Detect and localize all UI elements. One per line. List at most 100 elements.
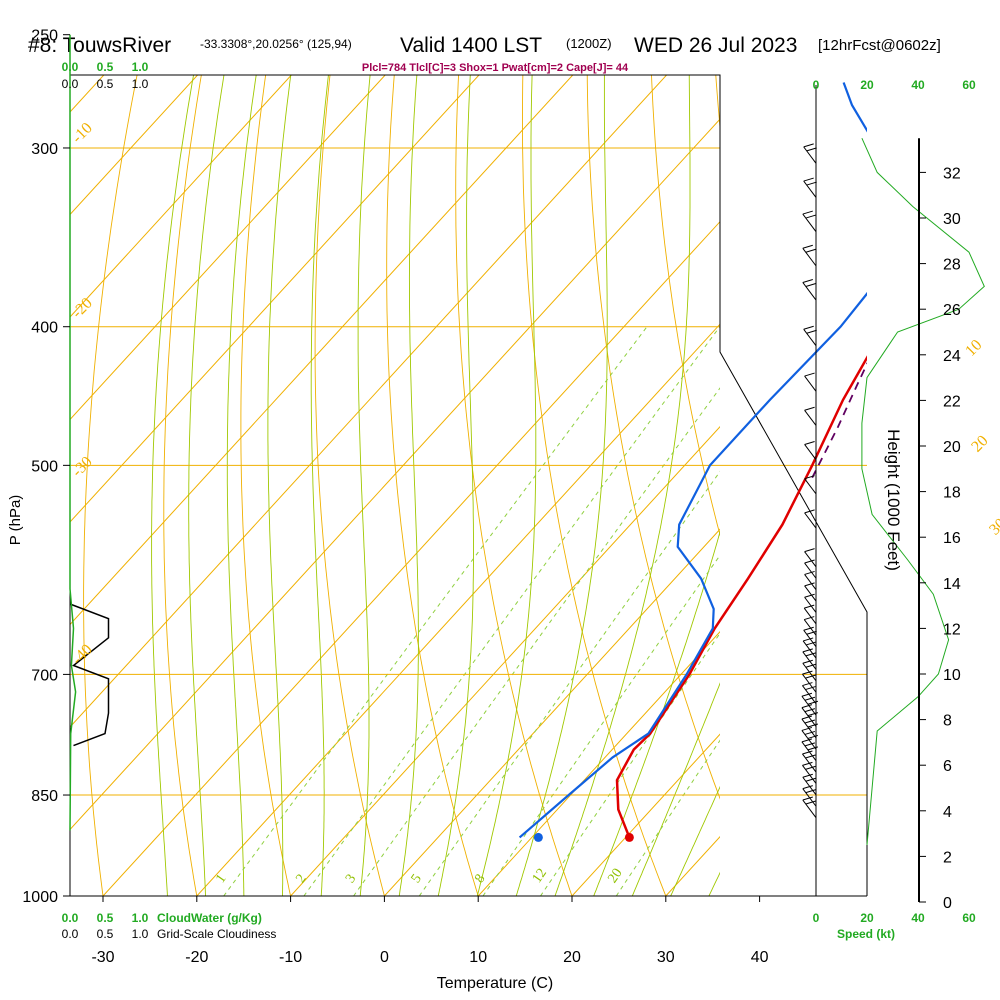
pressure-tick-label: 1000 bbox=[22, 889, 58, 906]
speed-tick-top: 20 bbox=[860, 78, 874, 92]
wind-barb-flag bbox=[804, 509, 815, 514]
moist-adiabat bbox=[151, 75, 195, 896]
x-axis-title: Temperature (C) bbox=[437, 975, 553, 992]
height-tick-label: 22 bbox=[943, 393, 961, 410]
wind-barb-staff bbox=[804, 444, 817, 460]
wind-barb-flag bbox=[802, 682, 813, 687]
height-tick-label: 2 bbox=[943, 849, 952, 866]
wind-barb bbox=[804, 509, 817, 529]
wind-barb-flag bbox=[805, 754, 816, 759]
dry-adiabat bbox=[586, 75, 720, 800]
moist-adiabat bbox=[670, 785, 720, 896]
wind-barb-flag bbox=[804, 708, 816, 713]
wind-barb-staff bbox=[803, 328, 817, 346]
temp-tick-label: 40 bbox=[751, 949, 769, 966]
mixing-ratio-line bbox=[353, 387, 720, 896]
temp-tick-label: -30 bbox=[91, 949, 114, 966]
wind-barb bbox=[804, 570, 817, 590]
axes: 0102030-10-20-30-40100085070050040030025… bbox=[22, 28, 1000, 966]
temp-tick-label: -20 bbox=[185, 949, 208, 966]
mixing-ratio-line bbox=[482, 554, 720, 896]
valid-time: Valid 1400 LST bbox=[400, 34, 542, 57]
cloudwater-curve bbox=[69, 34, 77, 831]
height-tick-label: 0 bbox=[943, 895, 952, 912]
wind-barb bbox=[801, 692, 819, 716]
wind-barb bbox=[804, 372, 817, 392]
moist-adiabat bbox=[188, 75, 225, 896]
wind-barb-staff bbox=[802, 662, 817, 682]
wind-barb-flag bbox=[804, 372, 815, 377]
wind-barb-flag bbox=[801, 738, 813, 743]
cloudiness-tick-top: 1.0 bbox=[132, 77, 149, 91]
height-tick-label: 24 bbox=[943, 348, 961, 365]
wind-barb bbox=[801, 704, 819, 727]
wind-barb-flag bbox=[804, 696, 816, 701]
temp-tick-label: 20 bbox=[563, 949, 581, 966]
wind-barb bbox=[801, 726, 819, 750]
parcel-params: Plcl=784 Tlcl[C]=3 Shox=1 Pwat[cm]=2 Cap… bbox=[362, 62, 629, 74]
dry-adiabat bbox=[455, 75, 573, 896]
isotherm bbox=[196, 323, 720, 896]
cloudwater-tick-top: 0.5 bbox=[97, 60, 114, 74]
isotherm bbox=[70, 75, 668, 728]
wind-barb bbox=[801, 715, 819, 739]
wind-barb-flag bbox=[804, 604, 815, 609]
wind-barb-flag bbox=[801, 692, 813, 697]
mixing-ratio-label: 1 bbox=[213, 872, 229, 886]
pressure-tick-label: 250 bbox=[31, 28, 58, 45]
wind-barb-staff bbox=[802, 247, 817, 267]
isotherm bbox=[70, 75, 199, 216]
speed-tick-bottom: 60 bbox=[962, 911, 976, 925]
isotherm bbox=[70, 75, 386, 421]
wind-barb-flag bbox=[804, 475, 815, 480]
wind-barb-flag bbox=[807, 723, 819, 728]
wind-barb bbox=[802, 659, 817, 682]
wind-barb-staff bbox=[803, 146, 817, 164]
wind-barb-flag bbox=[802, 773, 813, 778]
wind-barb-staff bbox=[803, 629, 817, 647]
moist-adiabat bbox=[398, 75, 419, 896]
wind-barb bbox=[802, 244, 817, 267]
speed-label: Speed (kt) bbox=[837, 927, 895, 941]
moist-adiabat bbox=[476, 75, 537, 896]
pressure-tick-label: 400 bbox=[31, 320, 58, 337]
wind-barb bbox=[802, 210, 817, 232]
moist-adiabat bbox=[310, 75, 329, 896]
height-tick-label: 8 bbox=[943, 713, 952, 730]
mixing-ratio-line bbox=[223, 326, 648, 896]
wind-barb bbox=[804, 593, 817, 613]
cloudiness-label: Grid-Scale Cloudiness bbox=[157, 927, 276, 941]
dry-adiabat bbox=[715, 75, 720, 132]
height-tick-label: 32 bbox=[943, 165, 961, 182]
cloudiness-tick-top: 0.0 bbox=[62, 77, 79, 91]
dry-adiabat bbox=[962, 9, 1000, 926]
wind-barb-flag bbox=[802, 785, 813, 790]
isotherm bbox=[477, 630, 720, 896]
isotherm-label: 30 bbox=[986, 515, 1000, 538]
wind-barb-staff bbox=[803, 180, 817, 198]
profiles bbox=[518, 82, 867, 842]
wind-barb-flag bbox=[804, 570, 815, 575]
wind-barb-staff bbox=[803, 619, 817, 636]
speed-tick-bottom: 0 bbox=[813, 911, 820, 925]
wind-barb-flag bbox=[804, 548, 815, 553]
wind-barb-flag bbox=[807, 746, 819, 751]
wind-barb-flag bbox=[807, 700, 819, 705]
cloud-panel: 0.0 0.0 0.5 0.5 1.0 1.0 0.0 0.0 0.5 0.5 1.0 1.0 bbox=[62, 34, 149, 941]
wind-barb-staff bbox=[802, 685, 817, 704]
isotherm bbox=[826, 9, 1000, 926]
wind-barb-flag bbox=[802, 796, 813, 801]
wind-barb-flag bbox=[805, 765, 816, 770]
height-tick-label: 6 bbox=[943, 758, 952, 775]
wind-barb-flag bbox=[806, 147, 817, 152]
isotherm-label: 10 bbox=[962, 337, 985, 360]
wind-barb-flag bbox=[803, 637, 814, 642]
wind-barb-flag bbox=[805, 652, 816, 657]
pressure-tick-label: 500 bbox=[31, 458, 58, 475]
height-tick-label: 10 bbox=[943, 667, 961, 684]
moist-adiabat bbox=[226, 75, 257, 896]
wind-barb bbox=[802, 785, 817, 807]
cloudwater-label: CloudWater (g/Kg) bbox=[157, 911, 262, 925]
wind-barb-staff bbox=[802, 282, 817, 301]
wind-barb-staff bbox=[804, 551, 817, 568]
